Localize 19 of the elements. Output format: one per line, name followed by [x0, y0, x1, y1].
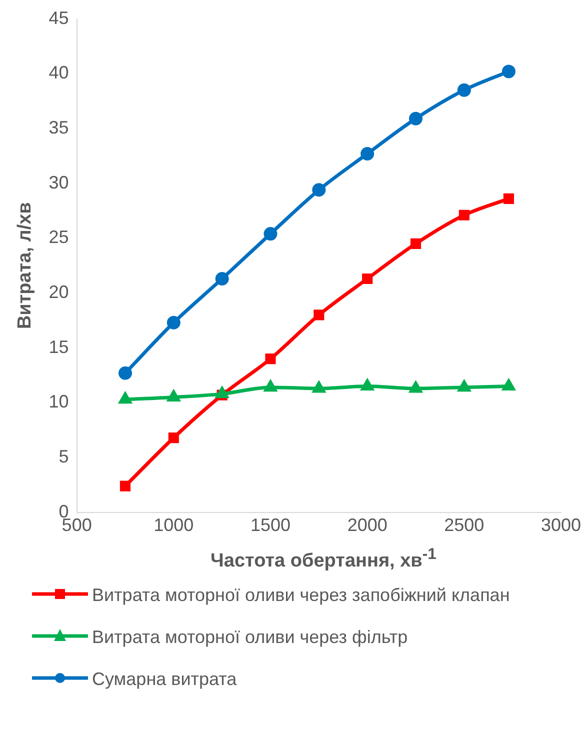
- y-tick-label: 10: [48, 392, 69, 412]
- y-tick-label: 40: [48, 62, 69, 83]
- y-tick-label: 15: [48, 336, 69, 357]
- x-tick-label: 1500: [250, 515, 291, 536]
- legend-label: Витрата моторної оливи через фільтр: [92, 626, 408, 650]
- x-tick-label: 1000: [154, 515, 194, 536]
- y-tick-label: 5: [58, 446, 69, 467]
- y-tick-label: 35: [48, 117, 69, 138]
- legend-label: Витрата моторної оливи через запобіжний клапан: [92, 584, 510, 608]
- x-tick-label: 2000: [347, 515, 388, 536]
- y-tick-label: 30: [48, 172, 69, 192]
- x-tick-label: 3000: [540, 515, 582, 536]
- y-axis-title: Витрата, л/хв: [14, 202, 36, 330]
- x-axis-title: Частота обертання, хв$^{-1}$: [210, 546, 438, 572]
- x-tick-label: 2500: [444, 515, 484, 536]
- y-tick-label: 45: [48, 8, 69, 28]
- y-tick-label: 20: [48, 282, 69, 302]
- legend-label: Сумарна витрата: [92, 668, 237, 692]
- y-tick-label: 25: [48, 227, 69, 248]
